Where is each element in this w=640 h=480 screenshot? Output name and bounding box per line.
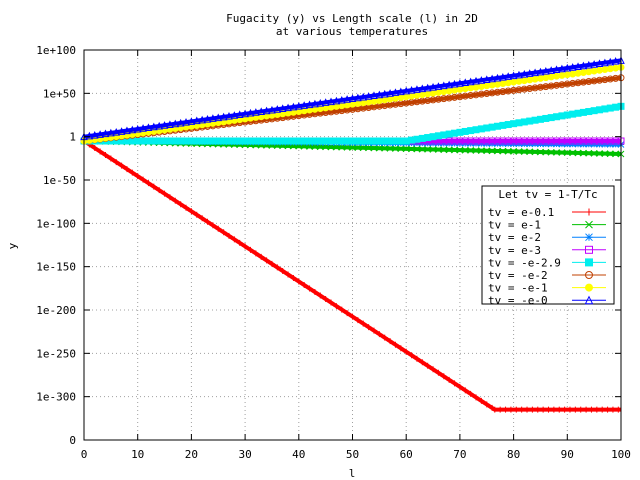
- y-tick-label: 1e-300: [36, 391, 76, 404]
- legend-label: tv = e-3: [488, 244, 541, 257]
- legend-label: tv = e-1: [488, 219, 541, 232]
- x-axis-label: l: [349, 467, 356, 480]
- y-tick-label: 0: [69, 434, 76, 447]
- x-tick-label: 40: [292, 448, 305, 461]
- y-tick-label: 1e-100: [36, 217, 76, 230]
- x-tick-label: 100: [611, 448, 631, 461]
- legend-item: tv = e-1: [488, 219, 606, 232]
- y-tick-label: 1e+100: [36, 44, 76, 57]
- x-tick-label: 30: [238, 448, 251, 461]
- y-tick-label: 1e-250: [36, 347, 76, 360]
- legend-item: tv = -e-0: [488, 294, 606, 307]
- y-tick-label: 1: [69, 131, 76, 144]
- chart-title: Fugacity (y) vs Length scale (l) in 2D: [226, 12, 478, 25]
- x-tick-label: 70: [453, 448, 466, 461]
- x-tick-label: 20: [185, 448, 198, 461]
- legend-label: tv = -e-2: [488, 269, 548, 282]
- x-tick-label: 0: [81, 448, 88, 461]
- legend-item: tv = e-2: [488, 231, 606, 244]
- y-tick-label: 1e-50: [43, 174, 76, 187]
- series-8: [80, 56, 625, 141]
- x-tick-label: 90: [561, 448, 574, 461]
- legend-label: tv = -e-0: [488, 294, 548, 307]
- series-6: [80, 74, 625, 145]
- series-1: [81, 138, 622, 413]
- legend-item: tv = e-0.1: [488, 206, 606, 219]
- legend-item: tv = -e-1: [488, 282, 606, 295]
- legend-label: tv = e-2: [488, 231, 541, 244]
- legend-label: tv = -e-2.9: [488, 256, 561, 269]
- axis-ticks: 0 10 20 30 40 50 60 70 80 90 100 0 1e-300 1e-250 1e-20…: [36, 44, 631, 461]
- legend-item: tv = e-3: [488, 244, 606, 257]
- x-tick-label: 60: [400, 448, 413, 461]
- x-tick-label: 10: [131, 448, 144, 461]
- series-line: [83, 58, 622, 139]
- legend-item: tv = -e-2: [488, 269, 606, 282]
- y-axis-label: y: [6, 242, 19, 249]
- y-tick-label: 1e-200: [36, 304, 76, 317]
- x-tick-label: 50: [346, 448, 359, 461]
- y-tick-label: 1e-150: [36, 261, 76, 274]
- x-tick-label: 80: [507, 448, 520, 461]
- legend-title: Let tv = 1-T/Tc: [498, 188, 597, 201]
- legend-label: tv = -e-1: [488, 282, 548, 295]
- chart-subtitle: at various temperatures: [276, 25, 428, 38]
- legend-item: tv = -e-2.9: [488, 256, 606, 269]
- legend-label: tv = e-0.1: [488, 206, 554, 219]
- legend-box: [481, 185, 615, 305]
- y-tick-label: 1e+50: [43, 87, 76, 100]
- legend: Let tv = 1-T/Tc tv = e-0.1tv = e-1tv = e…: [481, 185, 615, 307]
- series-lines: [80, 56, 625, 413]
- series-7: [80, 63, 625, 145]
